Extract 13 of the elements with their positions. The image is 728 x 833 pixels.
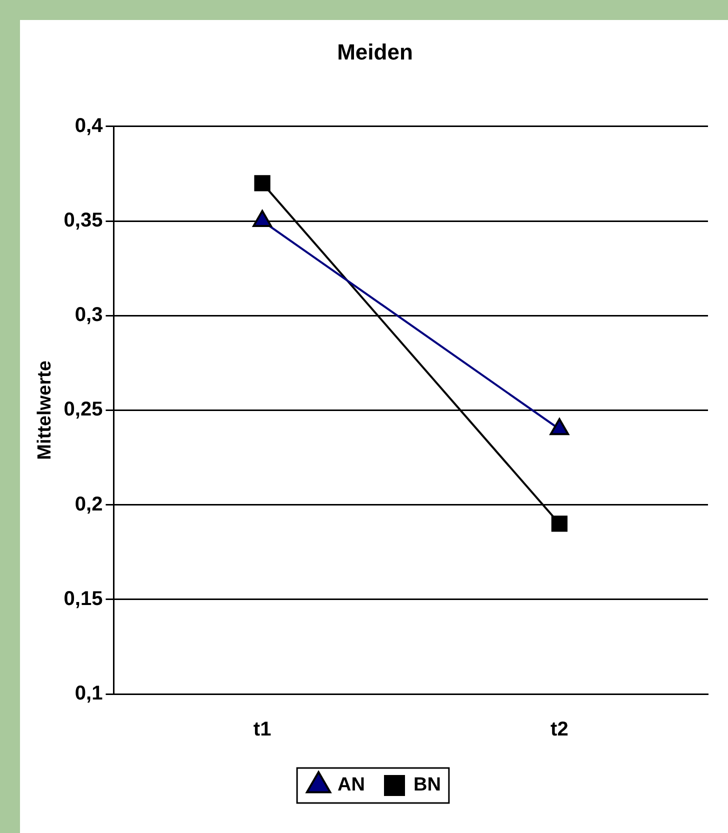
y-tick-label: 0,2 (74, 493, 103, 516)
chart-title: Meiden (337, 39, 413, 64)
y-tick-label: 0,35 (64, 210, 103, 232)
legend-label: AN (338, 774, 366, 796)
x-tick-label: t2 (550, 718, 568, 741)
y-tick-label: 0,4 (74, 114, 104, 137)
y-tick-label: 0,3 (74, 304, 103, 326)
y-axis-title: Mittelwerte (34, 360, 56, 460)
legend-label: BN (414, 774, 441, 796)
y-tick-label: 0,25 (64, 398, 103, 421)
x-tick-label: t1 (253, 718, 272, 741)
y-tick-label: 0,15 (64, 588, 103, 610)
y-tick-label: 0,1 (74, 682, 103, 705)
